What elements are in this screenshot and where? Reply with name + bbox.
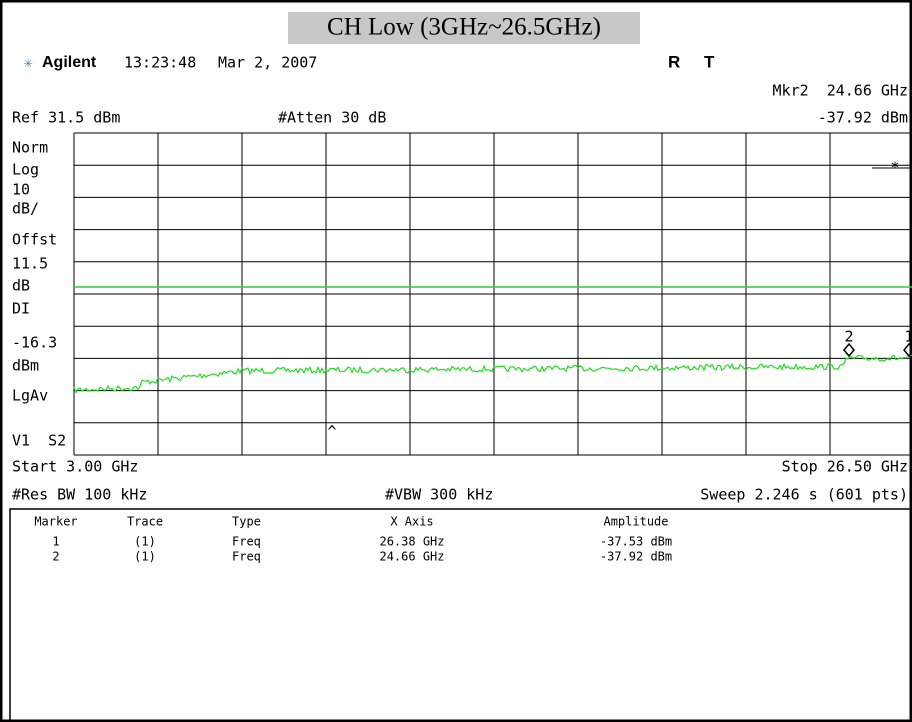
- left-label: DI: [12, 300, 30, 318]
- rbw: #Res BW 100 kHz: [12, 486, 147, 504]
- marker-2: [843, 342, 855, 358]
- graticule: [73, 132, 912, 456]
- marker-freq: Mkr2 24.66 GHz: [773, 82, 908, 100]
- left-label: LgAv: [12, 387, 48, 405]
- table-cell: Freq: [232, 550, 261, 564]
- status-r: R: [668, 52, 680, 71]
- table-cell: (1): [134, 550, 156, 564]
- left-label: dB/: [12, 200, 39, 218]
- date: Mar 2, 2007: [218, 54, 317, 72]
- brand: Agilent: [42, 54, 97, 71]
- title: CH Low (3GHz~26.5GHz): [327, 14, 601, 41]
- left-label: Norm: [12, 139, 48, 157]
- table-cell: -37.92 dBm: [600, 550, 672, 564]
- marker-1-label: 1: [904, 328, 912, 346]
- table-header: Type: [232, 515, 261, 529]
- marker-1: [903, 342, 912, 358]
- atten: #Atten 30 dB: [278, 109, 386, 127]
- logo: ✳: [23, 54, 32, 72]
- vbw: #VBW 300 kHz: [385, 486, 493, 504]
- stop-freq: Stop 26.50 GHz: [782, 458, 908, 476]
- time: 13:23:48: [124, 54, 196, 72]
- table-header: X Axis: [390, 515, 433, 529]
- marker-2-label: 2: [844, 328, 853, 346]
- sweep: Sweep 2.246 s (601 pts): [700, 486, 908, 504]
- start-freq: Start 3.00 GHz: [12, 458, 138, 476]
- left-label: Offst: [12, 231, 57, 249]
- trace: [73, 354, 912, 394]
- left-label: Log: [12, 161, 39, 179]
- left-label: -16.3: [12, 334, 57, 352]
- left-label: dB: [12, 277, 30, 295]
- table-header: Amplitude: [603, 515, 668, 529]
- left-label: 11.5: [12, 255, 48, 273]
- status-t: T: [704, 52, 715, 71]
- title-bg: [288, 12, 640, 44]
- table-cell: Freq: [232, 535, 261, 549]
- marker-table: Marker Trace Type X Axis Amplitude 1 (1) Freq 26…: [34, 515, 672, 564]
- left-label: dBm: [12, 357, 39, 375]
- table-cell: 24.66 GHz: [379, 550, 444, 564]
- left-label: V1 S2: [12, 432, 66, 450]
- table-cell: 2: [52, 550, 59, 564]
- table-box: [9, 508, 912, 722]
- left-label: 10: [12, 181, 30, 199]
- ref-level: Ref 31.5 dBm: [12, 109, 120, 127]
- table-header: Marker: [34, 515, 77, 529]
- table-header: Trace: [127, 515, 163, 529]
- table-cell: 26.38 GHz: [379, 535, 444, 549]
- table-cell: -37.53 dBm: [600, 535, 672, 549]
- marker-amp: -37.92 dBm: [818, 109, 908, 127]
- table-cell: (1): [134, 535, 156, 549]
- caret: ^: [327, 423, 336, 441]
- table-cell: 1: [52, 535, 59, 549]
